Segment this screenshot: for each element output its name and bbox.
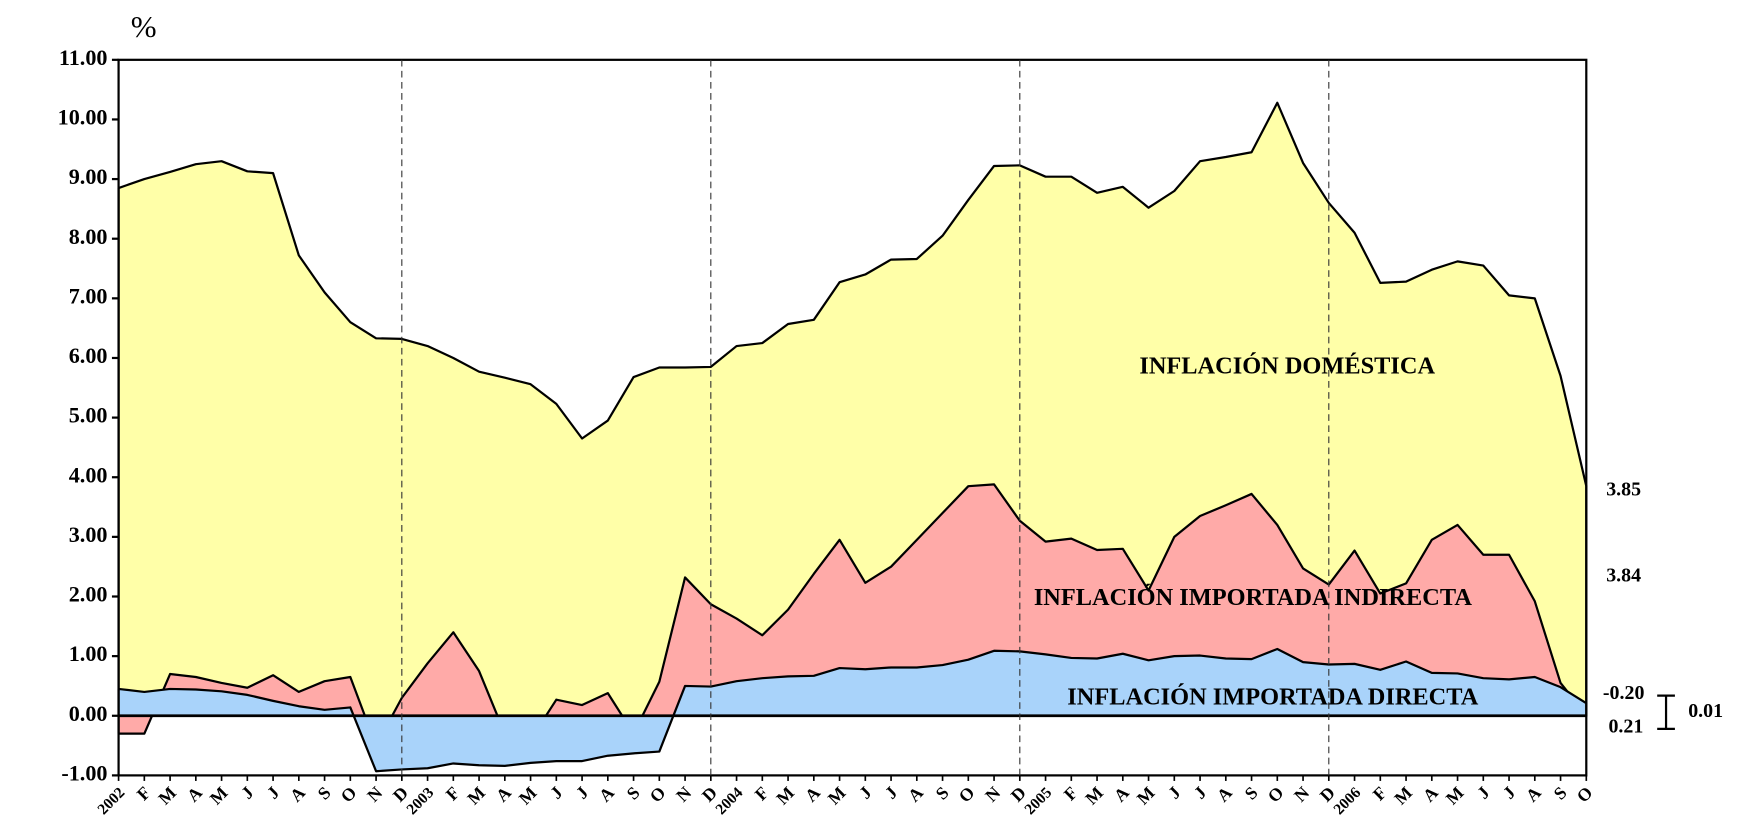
x-tick-label: A xyxy=(801,782,824,805)
x-tick-label: A xyxy=(1419,782,1442,805)
x-tick-label: J xyxy=(572,782,593,803)
x-tick-label: O xyxy=(646,782,670,806)
x-tick-label: M xyxy=(154,782,180,808)
y-tick-label: 7.00 xyxy=(69,283,108,308)
end-label: -0.20 xyxy=(1603,682,1645,704)
y-tick-label: 4.00 xyxy=(69,462,108,487)
x-tick-label: M xyxy=(1133,782,1159,808)
x-tick-label: 2005 xyxy=(1021,784,1055,818)
x-tick-label: A xyxy=(1110,782,1133,805)
x-tick-label: M xyxy=(772,782,798,808)
area xyxy=(117,647,1588,773)
y-tick-label: -1.00 xyxy=(61,760,107,785)
x-tick-label: J xyxy=(546,782,567,803)
plot-area xyxy=(117,101,1588,773)
x-tick-label: F xyxy=(442,782,464,804)
y-tick-label: 1.00 xyxy=(69,641,108,666)
x-tick-label: M xyxy=(1442,782,1468,808)
x-tick-label: J xyxy=(263,782,284,803)
x-tick-label: J xyxy=(237,782,258,803)
y-tick-label: 8.00 xyxy=(69,224,108,249)
bracket xyxy=(1657,694,1675,730)
x-tick-label: 2004 xyxy=(712,784,746,818)
x-tick-label: O xyxy=(1264,782,1288,806)
x-tick-label: F xyxy=(751,782,773,804)
x-tick-label: J xyxy=(881,782,902,803)
x-tick-label: J xyxy=(1499,782,1520,803)
end-label: 0.21 xyxy=(1608,715,1643,737)
x-tick-label: N xyxy=(1290,782,1313,805)
x-tick-label: M xyxy=(206,782,232,808)
x-tick-label: M xyxy=(463,782,489,808)
end-label: 3.85 xyxy=(1606,478,1641,500)
y-tick-label: 5.00 xyxy=(69,403,108,428)
x-tick-label: A xyxy=(286,782,309,805)
area-label: INFLACIÓN IMPORTADA INDIRECTA xyxy=(1034,583,1472,611)
end-label: 3.84 xyxy=(1606,565,1641,587)
x-tick-label: S xyxy=(623,782,644,803)
x-tick-label: 2003 xyxy=(403,784,437,818)
end-label: 0.01 xyxy=(1688,700,1723,722)
x-tick-label: A xyxy=(1213,782,1236,805)
y-tick-label: 3.00 xyxy=(69,522,108,547)
x-tick-label: J xyxy=(855,782,876,803)
x-tick-label: S xyxy=(314,782,335,803)
x-tick-label: O xyxy=(337,782,361,806)
x-tick-label: A xyxy=(1522,782,1545,805)
x-tick-label: 2006 xyxy=(1330,784,1364,818)
y-tick-label: 6.00 xyxy=(69,343,108,368)
y-tick-label: 11.00 xyxy=(59,45,108,70)
x-tick-label: M xyxy=(515,782,541,808)
x-tick-label: 2002 xyxy=(94,784,128,818)
x-tick-label: N xyxy=(981,782,1004,805)
x-tick-label: O xyxy=(955,782,979,806)
y-tick-label: 0.00 xyxy=(69,701,108,726)
area-label: INFLACIÓN IMPORTADA DIRECTA xyxy=(1067,683,1478,711)
y-unit: % xyxy=(131,9,157,44)
x-tick-label: S xyxy=(932,782,953,803)
x-tick-label: N xyxy=(363,782,386,805)
area-label: INFLACIÓN DOMÉSTICA xyxy=(1139,351,1435,379)
y-tick-label: 9.00 xyxy=(69,164,108,189)
y-tick-label: 2.00 xyxy=(69,582,108,607)
x-tick-label: M xyxy=(824,782,850,808)
x-tick-label: F xyxy=(1369,782,1391,804)
x-tick-label: O xyxy=(1573,782,1597,806)
x-tick-label: A xyxy=(183,782,206,805)
x-tick-label: M xyxy=(1390,782,1416,808)
x-tick-label: J xyxy=(1473,782,1494,803)
y-tick-label: 10.00 xyxy=(58,105,108,130)
x-tick-label: A xyxy=(595,782,618,805)
x-tick-label: J xyxy=(1164,782,1185,803)
x-tick-label: S xyxy=(1550,782,1571,803)
x-tick-label: N xyxy=(672,782,695,805)
x-tick-label: A xyxy=(492,782,515,805)
x-tick-label: M xyxy=(1081,782,1107,808)
x-tick-label: F xyxy=(1060,782,1082,804)
x-tick-label: F xyxy=(133,782,155,804)
x-tick-label: A xyxy=(904,782,927,805)
x-tick-label: J xyxy=(1190,782,1211,803)
x-tick-label: S xyxy=(1241,782,1262,803)
